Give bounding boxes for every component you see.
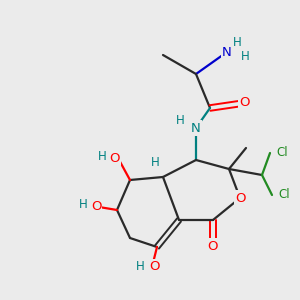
Text: Cl: Cl [276, 146, 288, 160]
Text: O: O [91, 200, 101, 212]
Text: O: O [110, 152, 120, 164]
Text: O: O [208, 239, 218, 253]
Text: H: H [79, 199, 87, 212]
Text: O: O [235, 191, 245, 205]
Text: H: H [98, 151, 106, 164]
Text: H: H [176, 113, 184, 127]
Text: N: N [191, 122, 201, 134]
Text: O: O [239, 97, 249, 110]
Text: O: O [149, 260, 159, 274]
Text: H: H [151, 157, 159, 169]
Text: H: H [232, 37, 242, 50]
Text: H: H [241, 50, 249, 64]
Text: Cl: Cl [278, 188, 290, 202]
Text: H: H [136, 260, 144, 274]
Text: N: N [222, 46, 232, 59]
